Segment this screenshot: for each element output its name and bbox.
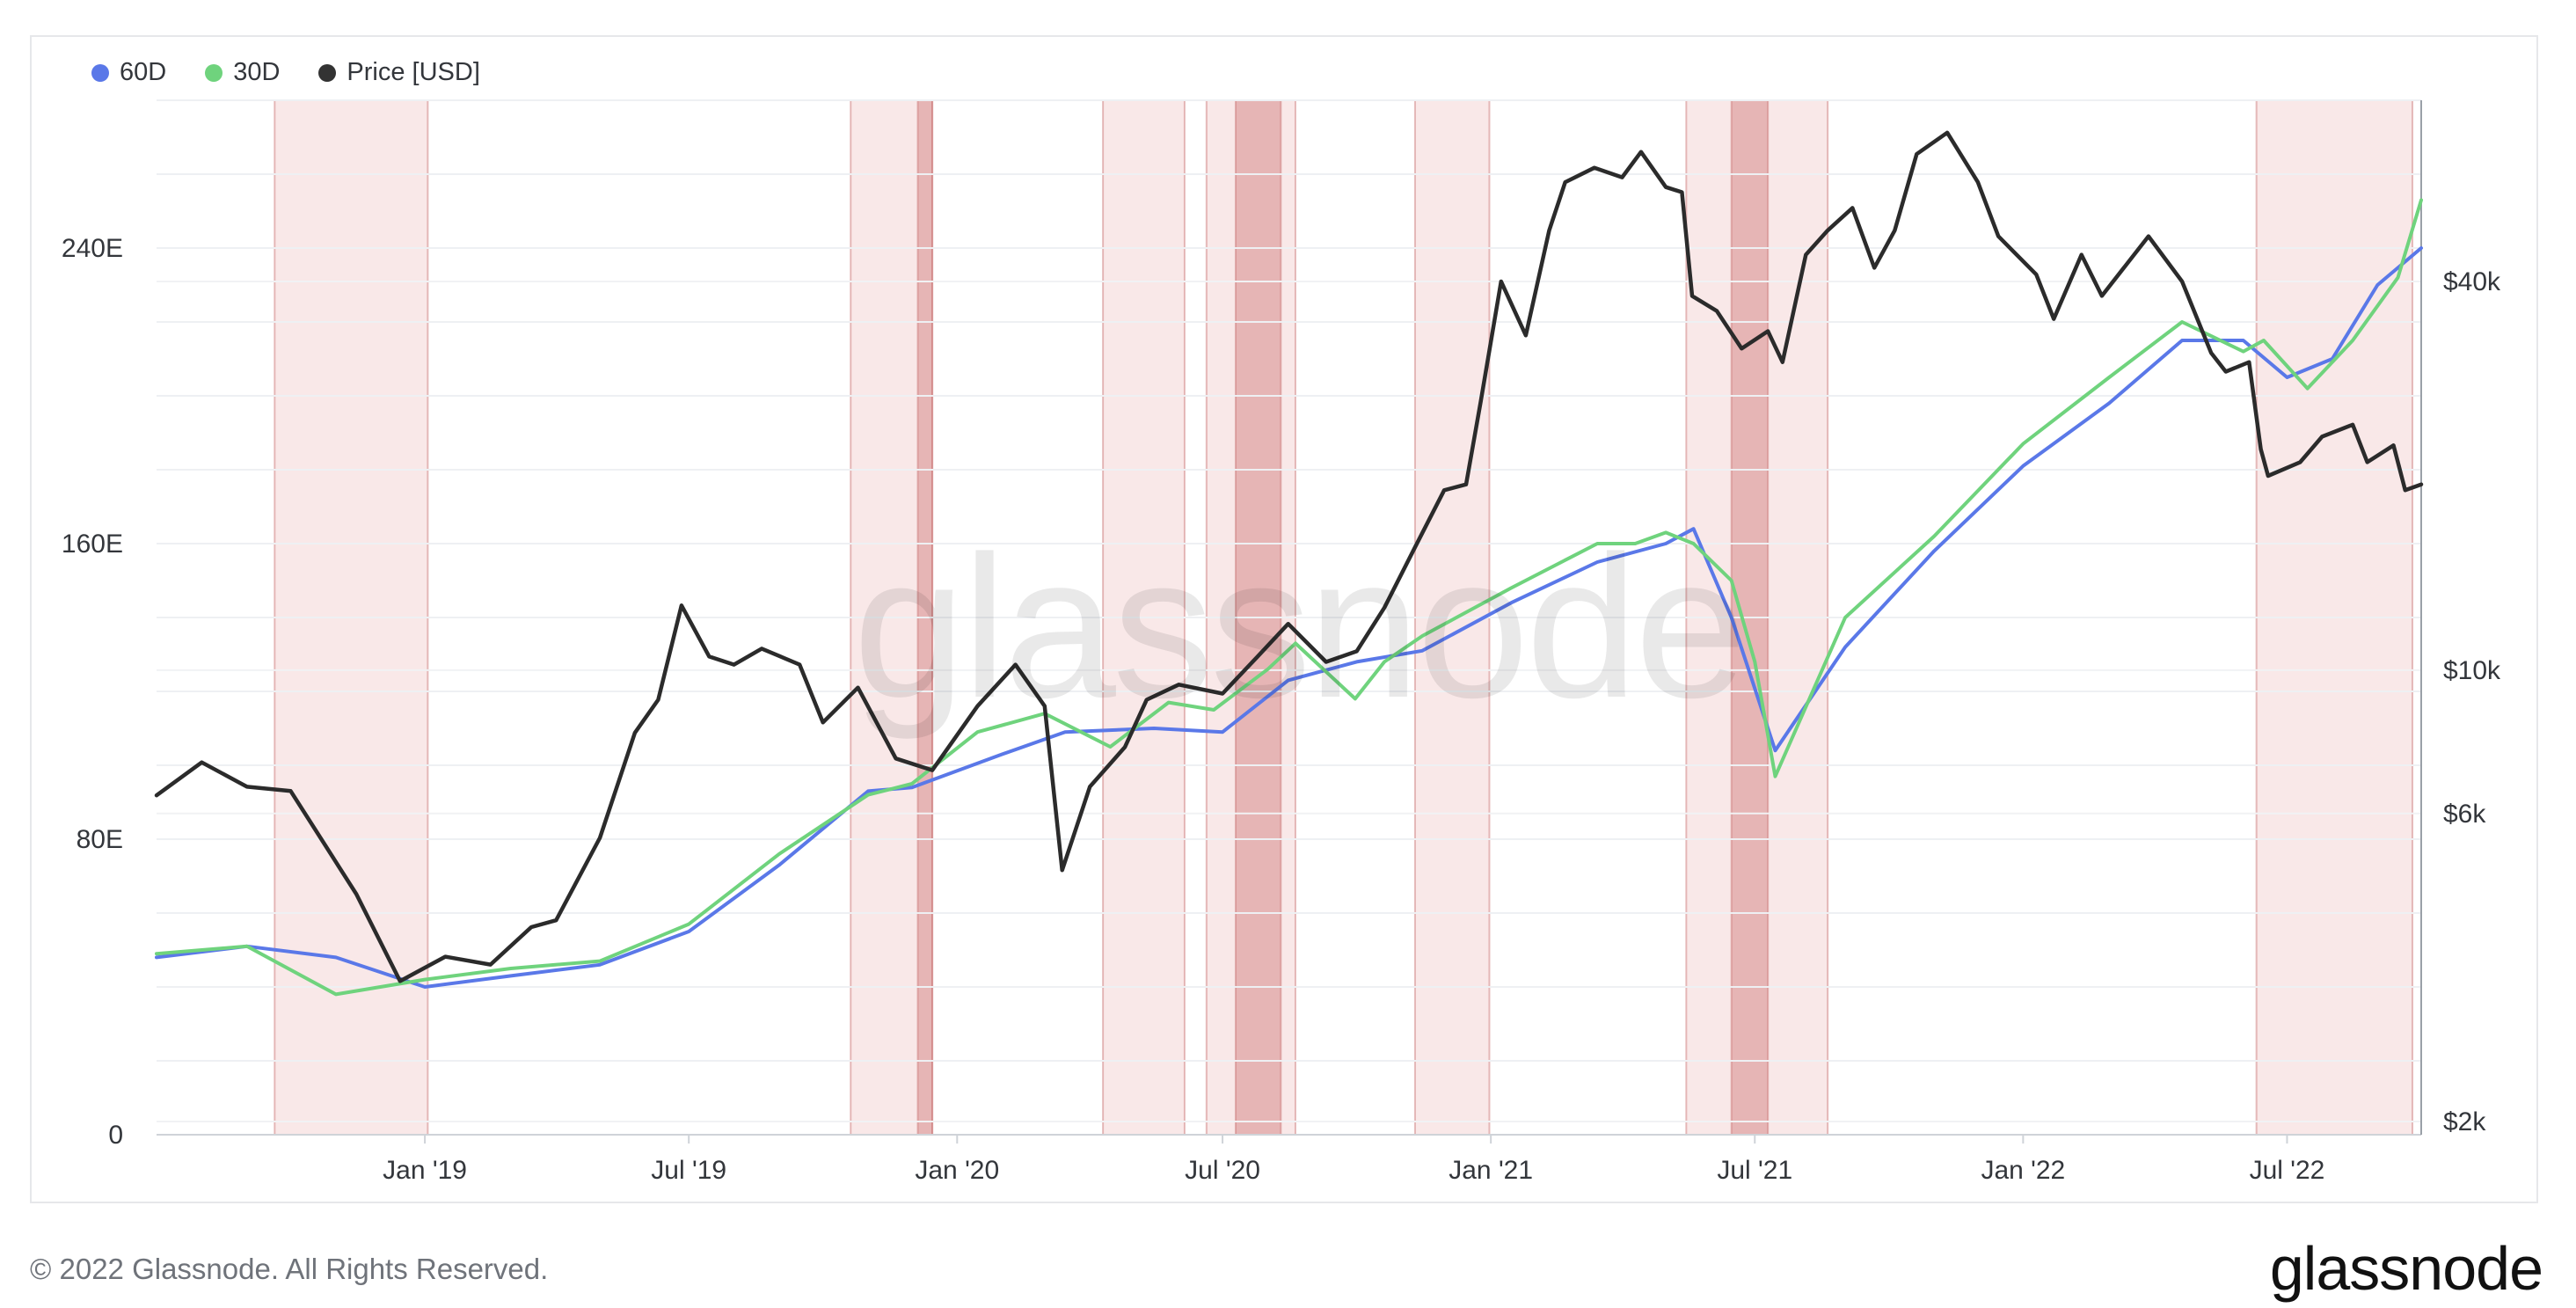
tick-labels: Jan '19 Jul '19 Jan '20 Jul '20 Jan '21 Jul '…: [62, 234, 2501, 1185]
series-line-60d: [155, 246, 2423, 989]
legend-dot-60d: [91, 63, 109, 82]
copyright-text: © 2022 Glassnode. All Rights Reserved.: [30, 1253, 549, 1285]
y-right-tick-label: $2k: [2443, 1107, 2486, 1136]
y-right-tick-label: $6k: [2443, 800, 2486, 829]
legend-item-60d[interactable]: 60D: [91, 58, 166, 87]
x-tick-label: Jul '21: [1717, 1156, 1792, 1185]
x-tick-label: Jan '19: [383, 1156, 467, 1185]
x-tick-label: Jan '22: [1981, 1156, 2065, 1185]
legend: 60D 30D Price [USD]: [91, 58, 480, 87]
x-tick-label: Jan '21: [1449, 1156, 1533, 1185]
y-left-tick-label: 0: [108, 1121, 123, 1150]
x-tick-label: Jan '20: [915, 1156, 999, 1185]
series-line-30d: [155, 198, 2423, 997]
y-left-tick-label: 240E: [62, 234, 123, 263]
chart-frame: [30, 35, 2538, 1203]
series-line-price-usd-: [154, 130, 2424, 983]
legend-dot-30d: [205, 63, 223, 82]
legend-label-30d: 30D: [233, 58, 281, 86]
axes: [157, 100, 2422, 1144]
x-tick-label: Jul '20: [1185, 1156, 1260, 1185]
legend-label-price: Price [USD]: [347, 58, 480, 86]
y-left-tick-label: 160E: [62, 530, 123, 559]
y-right-tick-label: $40k: [2443, 267, 2501, 296]
brand-logo: glassnode: [2269, 1234, 2543, 1303]
y-right-tick-label: $10k: [2443, 656, 2501, 685]
legend-label-60d: 60D: [120, 58, 167, 86]
x-tick-label: Jul '19: [651, 1156, 726, 1185]
legend-item-price[interactable]: Price [USD]: [318, 58, 480, 87]
legend-item-30d[interactable]: 30D: [205, 58, 280, 87]
legend-dot-price: [318, 63, 337, 82]
x-tick-label: Jul '22: [2250, 1156, 2325, 1185]
y-left-tick-label: 80E: [77, 825, 123, 854]
series-lines: [154, 130, 2424, 997]
gridlines: [157, 99, 2421, 1136]
